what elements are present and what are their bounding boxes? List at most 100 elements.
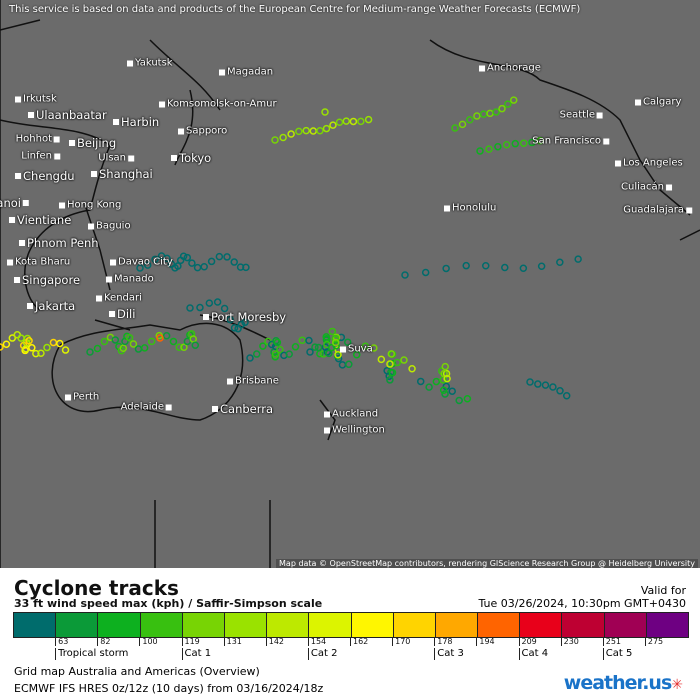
track-point — [311, 343, 319, 351]
category-label: Cat 4 — [518, 648, 548, 660]
category-label: Cat 1 — [181, 648, 211, 660]
color-scale — [13, 612, 689, 638]
city-sapporo: Sapporo — [178, 126, 227, 137]
track-point — [325, 349, 333, 358]
track-point — [486, 109, 494, 118]
track-point — [314, 343, 323, 352]
city-label: Irkutsk — [23, 93, 57, 105]
coastlines — [0, 0, 700, 568]
track-point — [448, 387, 456, 395]
city-marker-icon — [178, 128, 184, 134]
city-komsomolsk-on-amur: Komsomolsk-on-Amur — [159, 99, 277, 110]
city-label: Phnom Penh — [27, 236, 99, 250]
city-label: Wellington — [332, 424, 385, 436]
ecmwf-banner: This service is based on data and produc… — [9, 4, 581, 15]
track-point — [183, 337, 192, 346]
city-marker-icon — [15, 173, 21, 179]
track-point — [519, 139, 528, 147]
scale-swatch — [98, 613, 141, 637]
scale-swatch — [393, 613, 436, 637]
track-point — [180, 343, 188, 352]
track-point — [143, 261, 152, 269]
scale-swatch — [224, 613, 268, 637]
track-point — [291, 343, 300, 351]
track-point — [28, 344, 36, 352]
track-point — [510, 96, 518, 104]
city-label: Singapore — [22, 273, 81, 287]
city-ulaanbaatar: Ulaanbaatar — [28, 108, 107, 122]
city-marker-icon — [65, 394, 71, 400]
weather-us-logo[interactable]: weather.us✳ — [563, 672, 683, 694]
city-label: Auckland — [332, 408, 379, 420]
city-marker-icon — [109, 311, 115, 317]
track-point — [574, 255, 582, 263]
track-point — [61, 346, 70, 354]
city-label: Beijing — [77, 136, 117, 150]
city-label: Adelaide — [120, 401, 164, 413]
city-marker-icon — [15, 96, 21, 102]
city-chengdu: Chengdu — [15, 169, 75, 183]
city-label: Ulsan — [98, 152, 126, 164]
track-point — [276, 345, 284, 354]
city-marker-icon — [7, 259, 13, 265]
track-point — [439, 386, 448, 395]
map-attribution[interactable]: Map data © OpenStreetMap contributors, r… — [276, 559, 698, 568]
track-point — [393, 358, 402, 367]
track-point — [8, 334, 17, 342]
city-marker-icon — [128, 155, 134, 161]
track-point — [306, 348, 314, 356]
city-marker-icon — [19, 240, 25, 246]
city-marker-icon — [166, 404, 172, 410]
scale-tick: 162 — [350, 637, 368, 646]
track-point — [432, 377, 441, 386]
track-point — [25, 336, 33, 345]
track-point — [364, 115, 373, 124]
city-marker-icon — [666, 184, 672, 190]
city-ulsan: Ulsan — [98, 153, 134, 164]
scale-tick: 230 — [560, 637, 579, 646]
scale-tick: 209 — [518, 637, 537, 646]
track-point — [386, 376, 394, 384]
track-point — [49, 338, 58, 347]
scale-tick: 170 — [392, 637, 410, 646]
city-label: Brisbane — [235, 375, 279, 387]
city-marker-icon — [9, 217, 15, 223]
city-marker-icon — [444, 205, 450, 211]
city-label: Harbin — [121, 115, 160, 129]
city-marker-icon — [171, 155, 177, 161]
city-singapore: Singapore — [14, 273, 80, 287]
track-point — [151, 255, 159, 264]
track-point — [223, 253, 231, 261]
track-point — [0, 343, 4, 351]
track-point — [479, 110, 488, 118]
city-marker-icon — [340, 346, 346, 352]
track-point — [191, 341, 200, 349]
track-point — [534, 380, 542, 388]
map[interactable]: This service is based on data and produc… — [0, 0, 700, 568]
city-kendari: Kendari — [96, 293, 142, 304]
city-marker-icon — [54, 153, 60, 159]
scale-swatch — [351, 613, 394, 637]
scale-tick: 154 — [307, 637, 326, 646]
category-label: Tropical storm — [55, 648, 128, 660]
city-marker-icon — [324, 411, 330, 417]
city-calgary: Calgary — [635, 97, 681, 108]
track-point — [252, 350, 261, 358]
track-point — [425, 383, 433, 391]
track-point — [298, 336, 307, 344]
scale-tick: 251 — [602, 637, 621, 646]
track-point — [32, 349, 40, 358]
city-label: Anchorage — [487, 62, 541, 74]
track-point — [485, 145, 493, 153]
track-point — [441, 362, 449, 371]
track-point — [272, 336, 280, 345]
track-point — [387, 350, 396, 358]
track-point — [119, 344, 128, 352]
track-point — [174, 262, 182, 270]
track-point — [246, 354, 254, 362]
track-point — [443, 374, 451, 383]
track-point — [230, 324, 239, 332]
scale-swatch — [267, 613, 310, 637]
city-label: Calgary — [643, 96, 682, 108]
city-marker-icon — [110, 259, 116, 265]
